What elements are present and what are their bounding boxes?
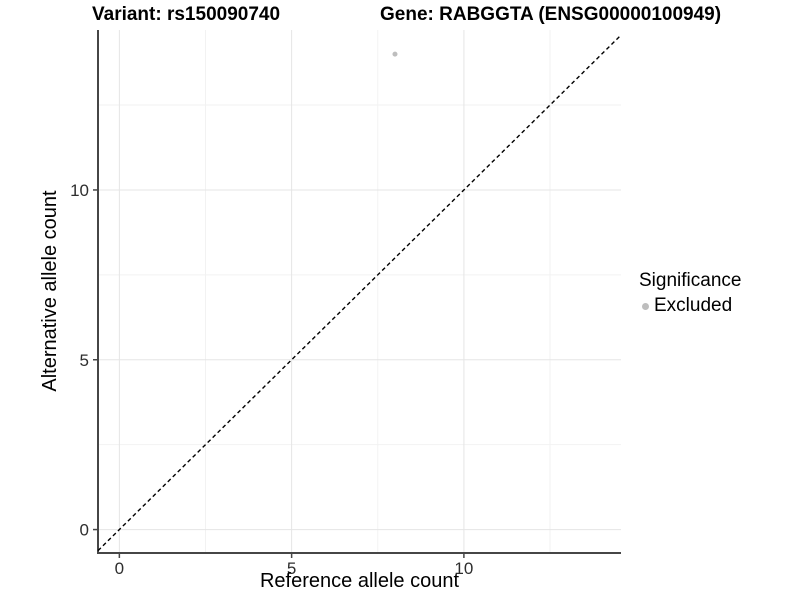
x-tick-label: 5 [287, 559, 296, 578]
gridlines-minor [98, 30, 621, 553]
data-point [392, 51, 398, 57]
y-tick-label: 10 [70, 181, 89, 200]
y-axis-title: Alternative allele count [39, 190, 61, 392]
axis-lines [97, 30, 621, 554]
x-axis-title: Reference allele count [259, 570, 459, 592]
legend-point-icon [642, 302, 649, 310]
y-tick-label: 0 [80, 521, 89, 540]
legend-item-label: Excluded [654, 295, 733, 316]
plot-title-variant: Variant: rs150090740 [92, 4, 281, 25]
identity-line [97, 34, 622, 552]
tick-labels: 0 5 10 0 5 10 [70, 181, 473, 578]
tick-marks [93, 189, 465, 558]
plot-title-gene: Gene: RABGGTA (ENSG00000100949) [380, 4, 722, 25]
y-tick-label: 5 [80, 351, 89, 370]
x-tick-label: 0 [115, 559, 124, 578]
gridlines-major [98, 30, 621, 553]
data-points [392, 51, 398, 57]
legend-title: Significance [639, 270, 742, 291]
x-tick-label: 10 [454, 559, 473, 578]
legend: Significance Excluded [639, 270, 741, 317]
legend-item-excluded: Excluded [639, 295, 741, 317]
